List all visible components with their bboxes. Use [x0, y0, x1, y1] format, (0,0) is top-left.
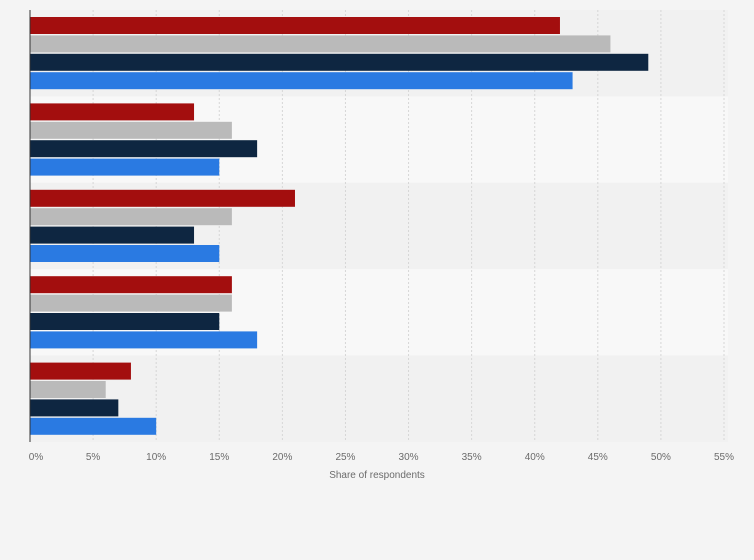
- x-tick-label: 35%: [462, 452, 482, 463]
- bar: [30, 226, 195, 244]
- x-tick-label: 50%: [651, 452, 671, 463]
- x-tick-label: 20%: [272, 452, 292, 463]
- x-tick-label: 55%: [714, 452, 734, 463]
- x-tick-label: 30%: [399, 452, 419, 463]
- bar: [30, 103, 195, 121]
- x-tick-label: 45%: [588, 452, 608, 463]
- bar: [30, 17, 560, 34]
- bar: [30, 121, 232, 139]
- bar: [30, 72, 573, 90]
- bars: [30, 17, 649, 435]
- bar: [30, 208, 232, 226]
- bar: [30, 140, 258, 158]
- bar: [30, 331, 258, 349]
- bar: [30, 294, 232, 312]
- x-tick-label: 0%: [29, 452, 44, 463]
- bar: [30, 245, 220, 262]
- x-tick-label: 15%: [209, 452, 229, 463]
- x-axis-title: Share of respondents: [329, 470, 425, 481]
- bar: [30, 35, 611, 53]
- bar: [30, 399, 119, 417]
- x-tick-label: 5%: [86, 452, 101, 463]
- bar: [30, 362, 131, 380]
- bar: [30, 158, 220, 176]
- x-tick-label: 10%: [146, 452, 166, 463]
- x-tick-label: 40%: [525, 452, 545, 463]
- x-tick-label: 25%: [335, 452, 355, 463]
- bar: [30, 417, 157, 435]
- bar: [30, 189, 295, 207]
- bar: [30, 381, 106, 398]
- bar: [30, 276, 232, 294]
- bar: [30, 313, 220, 330]
- x-axis-tick-labels: 0% 5% 10% 15% 20% 25% 30% 35% 40% 45% 50% 55%: [29, 452, 734, 463]
- bar: [30, 53, 649, 71]
